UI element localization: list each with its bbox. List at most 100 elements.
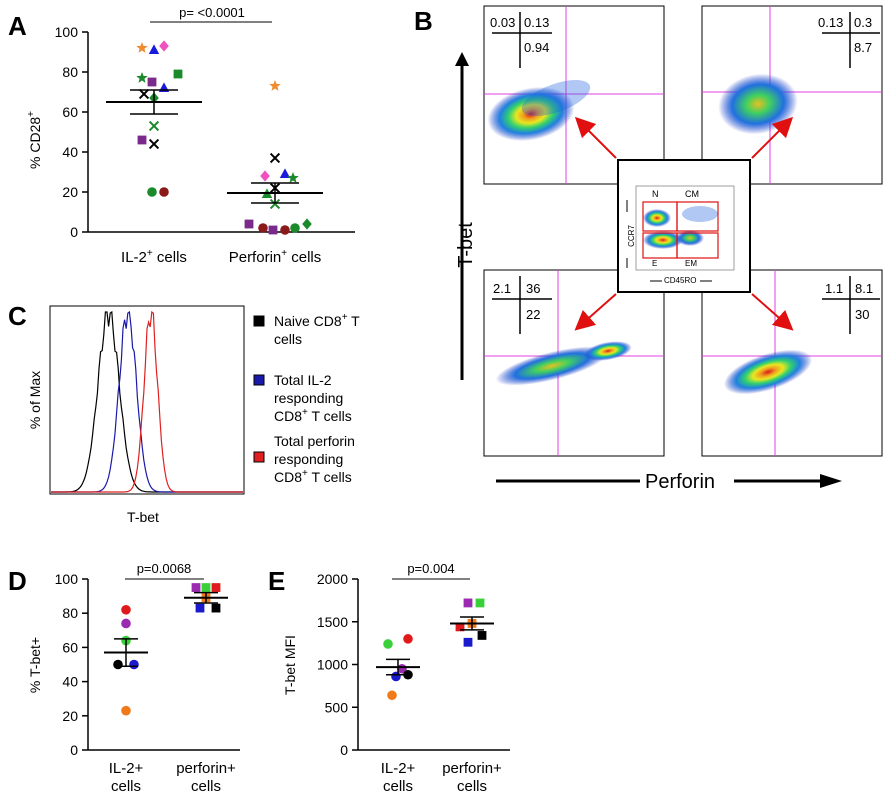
- y-tick-label: 60: [62, 104, 78, 120]
- legend-swatch-il2: [253, 374, 265, 386]
- panel-a-x-label-2: Perforin+ cells: [229, 248, 322, 266]
- flow-plot-bottom-right: 1.1 8.1 30: [701, 269, 883, 457]
- y-tick-label: 0: [70, 224, 78, 240]
- panel-e-y-label: T-bet MFI: [282, 635, 298, 695]
- data-point: [159, 187, 169, 197]
- panel-b-x-label: Perforin: [645, 471, 715, 493]
- panel-e-x-label-1: IL-2+ cells: [381, 760, 416, 795]
- data-point: [290, 223, 300, 233]
- y-tick-label: 1000: [317, 657, 348, 673]
- data-point: [475, 598, 485, 608]
- data-point: [279, 168, 291, 178]
- data-point: [201, 583, 211, 592]
- panel-d-y-label: % T-bet+: [27, 637, 43, 693]
- y-tick-label: 40: [62, 674, 78, 690]
- quad-top-right-tl: 0.13: [818, 15, 843, 30]
- inset-e-label: E: [652, 259, 657, 268]
- panel-c-y-label: % of Max: [27, 371, 43, 429]
- quad-top-left-br: 0.94: [524, 40, 549, 55]
- panel-a: A 0 20 40 60 80 100 % CD28+ p= <0.0001 IL-2+ …: [8, 5, 355, 266]
- panel-b-x-label-bg: [640, 470, 734, 492]
- panel-d-y-ticks: 0 20 40 60 80 100: [55, 571, 88, 758]
- flow-inset-ccr7-cd45ro: N CM E EM CD45RO CCR7: [574, 116, 794, 331]
- y-tick-label: 100: [55, 24, 79, 40]
- data-point: [287, 172, 299, 183]
- y-tick-label: 20: [62, 184, 78, 200]
- data-point: [383, 639, 393, 649]
- panel-e-x-label-2: perforin+ cells: [442, 760, 502, 795]
- quad-bottom-right-tr: 8.1: [855, 281, 873, 296]
- quad-top-left-tl: 0.03: [490, 15, 515, 30]
- y-tick-label: 1500: [317, 614, 348, 630]
- quad-bottom-left-br: 22: [526, 307, 540, 322]
- panel-b-y-label: T-bet: [455, 222, 477, 268]
- panel-e: E 0 500 1000 1500 2000 T-bet MFI p=0.004 IL-…: [268, 561, 510, 795]
- flow-plot-top-right: 0.13 0.3 8.7: [701, 5, 883, 185]
- data-point: [302, 218, 312, 230]
- quad-bottom-right-tl: 1.1: [825, 281, 843, 296]
- legend-item-perforin: Total perforin responding CD8+ T cells: [274, 433, 355, 485]
- panel-e-y-ticks: 0 500 1000 1500 2000: [317, 571, 358, 758]
- data-point: [260, 170, 270, 182]
- panel-e-p-value: p=0.004: [407, 561, 454, 576]
- data-point: [391, 671, 401, 682]
- data-point: [463, 598, 473, 608]
- quad-bottom-left-tl: 2.1: [493, 281, 511, 296]
- inset-x-label: CD45RO: [664, 276, 696, 285]
- data-point: [477, 631, 487, 640]
- data-point: [280, 225, 290, 235]
- panel-c-x-label: T-bet: [127, 509, 159, 525]
- y-tick-label: 60: [62, 639, 78, 655]
- panel-d-p-value: p=0.0068: [137, 561, 192, 576]
- inset-cm-label: CM: [685, 189, 699, 199]
- data-point: [403, 634, 413, 644]
- data-point: [121, 604, 131, 615]
- data-point: [387, 690, 397, 701]
- data-point: [211, 603, 221, 613]
- data-point: [455, 622, 465, 632]
- data-point: [244, 219, 254, 229]
- histogram-curve: [51, 310, 243, 493]
- quad-bottom-left-tr: 36: [526, 281, 540, 296]
- flow-plot-top-left: 0.03 0.13 0.94: [483, 5, 665, 185]
- data-point: [148, 44, 160, 54]
- data-point: [195, 603, 205, 613]
- y-tick-label: 80: [62, 605, 78, 621]
- data-point: [269, 198, 281, 210]
- y-tick-label: 100: [55, 571, 79, 587]
- y-tick-label: 0: [340, 742, 348, 758]
- data-point: [136, 72, 148, 83]
- data-point: [269, 80, 281, 91]
- y-tick-label: 20: [62, 708, 78, 724]
- panel-a-letter: A: [8, 11, 27, 41]
- legend-swatch-perforin: [253, 451, 265, 463]
- panel-a-y-ticks: 0 20 40 60 80 100: [55, 24, 88, 240]
- panel-a-x-label-1: IL-2+ cells: [121, 248, 187, 266]
- data-point: [129, 659, 139, 670]
- flow-plot-bottom-left: 2.1 36 22: [483, 269, 665, 457]
- panel-d: D 0 20 40 60 80 100 % T-bet+ p=0.0068 IL-2+ ce…: [8, 561, 240, 795]
- y-tick-label: 2000: [317, 571, 348, 587]
- inset-n-label: N: [652, 189, 659, 199]
- data-point: [463, 637, 473, 647]
- panel-a-y-label: % CD28+: [26, 111, 43, 169]
- panel-c-curves: [51, 310, 243, 493]
- legend-item-il2: Total IL-2 responding CD8+ T cells: [274, 372, 352, 424]
- data-point: [173, 69, 183, 79]
- legend-swatch-naive: [253, 315, 265, 327]
- panel-b-letter: B: [414, 6, 433, 36]
- panel-c-letter: C: [8, 301, 27, 331]
- data-point: [191, 583, 201, 592]
- inset-em-label: EM: [685, 259, 697, 268]
- inset-y-label: CCR7: [627, 225, 636, 247]
- data-point: [138, 88, 150, 100]
- quad-bottom-right-br: 30: [855, 307, 869, 322]
- data-point: [136, 42, 148, 53]
- data-point: [258, 223, 268, 233]
- y-tick-label: 500: [325, 699, 349, 715]
- data-point: [269, 152, 281, 164]
